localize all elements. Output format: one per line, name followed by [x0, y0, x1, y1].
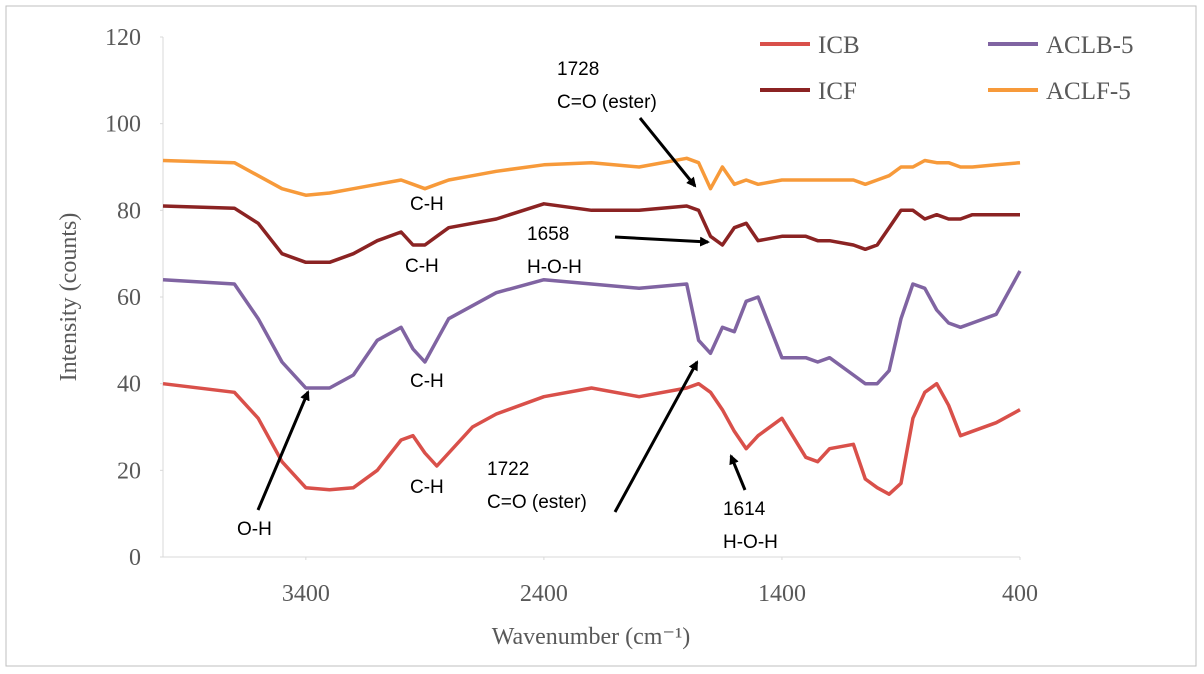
x-tick-label: 400 — [1002, 581, 1038, 607]
annotation: 1614 — [723, 499, 766, 520]
annotation-arrow — [613, 360, 699, 513]
x-axis-label: Wavenumber (cm⁻¹) — [492, 624, 691, 650]
annotation: C-H — [410, 371, 444, 392]
annotation: H-O-H — [723, 532, 778, 553]
annotation: O-H — [237, 519, 272, 540]
y-tick-label: 100 — [105, 112, 141, 138]
y-axis-label: Intensity (counts) — [56, 213, 82, 382]
y-tick-label: 40 — [117, 372, 141, 398]
legend-label: ACLF-5 — [1046, 78, 1131, 105]
annotation: 1722 — [487, 459, 529, 480]
series-line — [162, 202, 1020, 265]
x-tick-label: 3400 — [282, 581, 330, 607]
legend-label: ICF — [818, 78, 857, 105]
annotation-arrow — [614, 235, 710, 247]
y-tick-label: 0 — [129, 545, 141, 571]
annotation: 1658 — [527, 224, 569, 245]
annotation-arrow — [638, 117, 697, 188]
legend-label: ICB — [818, 32, 860, 59]
y-tick-label: 80 — [117, 198, 141, 224]
x-tick-label: 1400 — [758, 581, 806, 607]
series-line — [162, 156, 1021, 197]
annotation: C-H — [410, 477, 444, 498]
y-tick-label: 60 — [117, 285, 141, 311]
annotation: C-H — [410, 194, 444, 215]
legend-label: ACLB-5 — [1046, 32, 1134, 59]
series-line — [162, 381, 1021, 496]
annotation-arrow — [729, 454, 747, 491]
y-tick-label: 120 — [105, 25, 141, 51]
annotation: H-O-H — [527, 257, 582, 278]
x-tick-label: 2400 — [520, 581, 568, 607]
annotation: 1728 — [557, 59, 599, 80]
annotation-arrow — [256, 390, 310, 511]
y-tick-label: 20 — [117, 458, 141, 484]
annotation: C=O (ester) — [557, 92, 657, 113]
annotation: C-H — [405, 256, 439, 277]
series-line — [162, 270, 1022, 390]
annotation: C=O (ester) — [487, 492, 587, 513]
frame — [5, 5, 1197, 667]
